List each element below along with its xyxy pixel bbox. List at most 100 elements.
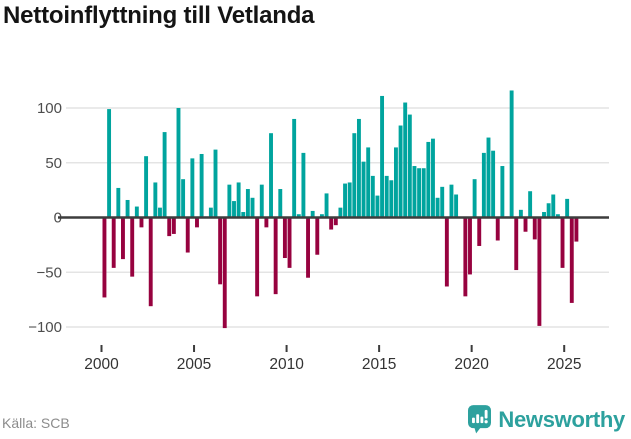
bar xyxy=(171,217,176,234)
x-axis-label: 2025 xyxy=(547,356,581,373)
x-axis-label: 2015 xyxy=(362,356,396,373)
bar xyxy=(287,217,292,268)
bar xyxy=(555,214,560,218)
bar xyxy=(162,132,167,218)
bar xyxy=(139,217,144,228)
bar xyxy=(324,193,329,218)
bar xyxy=(306,217,310,278)
bar xyxy=(213,149,218,218)
bar xyxy=(477,217,482,246)
y-axis-label: −100 xyxy=(28,319,62,336)
bar xyxy=(481,152,486,218)
bar xyxy=(296,214,301,218)
bar xyxy=(347,182,352,218)
newsworthy-badge-icon xyxy=(468,405,492,434)
bar xyxy=(384,175,389,218)
bar xyxy=(398,125,403,218)
y-axis-label: −50 xyxy=(37,264,62,281)
bar xyxy=(472,179,477,218)
x-axis-label: 2000 xyxy=(84,356,119,373)
bar xyxy=(116,187,121,218)
newsworthy-wordmark: Newsworthy xyxy=(498,406,625,432)
x-axis: 2000 2005 2010 2015 2020 2025 xyxy=(84,345,581,373)
bar xyxy=(449,184,454,218)
bar xyxy=(338,207,343,218)
bar xyxy=(111,217,116,268)
bar xyxy=(208,207,213,218)
bar xyxy=(301,152,306,218)
bar xyxy=(278,189,283,218)
gridlines xyxy=(66,107,609,328)
bar xyxy=(435,197,440,218)
bar xyxy=(352,133,357,218)
bar xyxy=(444,217,449,287)
bar xyxy=(199,153,204,218)
bar xyxy=(176,108,181,218)
bar xyxy=(560,217,565,268)
source-label: Källa: SCB xyxy=(2,415,70,431)
bar xyxy=(565,198,570,218)
bar xyxy=(528,191,533,218)
bar xyxy=(537,217,542,326)
bar xyxy=(421,168,426,218)
chart-title: Nettoinflyttning till Vetlanda xyxy=(3,2,315,29)
bar xyxy=(153,182,158,218)
bar xyxy=(403,102,408,218)
bar xyxy=(245,189,250,218)
bar xyxy=(121,217,125,260)
bar xyxy=(366,147,371,218)
bar xyxy=(107,109,112,218)
bar xyxy=(222,217,227,329)
bar xyxy=(148,217,153,307)
bar xyxy=(181,179,186,218)
bar xyxy=(232,201,236,218)
bar xyxy=(532,217,537,240)
bar xyxy=(542,212,546,218)
y-axis-label: 100 xyxy=(37,100,62,117)
bar xyxy=(486,137,491,218)
bar xyxy=(158,207,162,218)
bar xyxy=(523,217,528,232)
bar xyxy=(463,217,468,297)
bar xyxy=(319,214,324,218)
bar xyxy=(454,194,459,218)
bar xyxy=(569,217,574,303)
bar xyxy=(394,147,398,218)
bar xyxy=(273,217,278,295)
bar xyxy=(236,182,241,218)
bar xyxy=(468,217,472,275)
x-axis-label: 2010 xyxy=(269,356,304,373)
bar xyxy=(495,217,500,241)
bar xyxy=(546,203,551,218)
newsworthy-logo[interactable]: Newsworthy xyxy=(468,405,625,434)
bar xyxy=(574,217,579,242)
bars xyxy=(102,90,579,329)
bar xyxy=(389,180,394,218)
bar xyxy=(259,184,264,218)
bar xyxy=(514,217,519,271)
bar xyxy=(218,217,223,285)
bar xyxy=(329,217,334,230)
bar xyxy=(241,212,246,218)
bar xyxy=(144,156,149,218)
bar xyxy=(167,217,172,237)
x-axis-label: 2005 xyxy=(177,356,211,373)
bar xyxy=(102,217,107,298)
bar xyxy=(407,114,412,218)
bar xyxy=(227,184,232,218)
bar xyxy=(134,206,139,218)
y-axis-label: 50 xyxy=(45,155,62,172)
bar xyxy=(361,161,366,218)
bar xyxy=(343,183,347,218)
y-axis-label: 0 xyxy=(54,210,62,227)
bar xyxy=(491,150,496,218)
bar xyxy=(310,210,315,218)
bar xyxy=(292,118,297,218)
bar xyxy=(440,186,445,218)
bar xyxy=(195,217,199,228)
bar xyxy=(333,217,338,226)
bar xyxy=(250,197,255,218)
bar xyxy=(509,90,514,218)
